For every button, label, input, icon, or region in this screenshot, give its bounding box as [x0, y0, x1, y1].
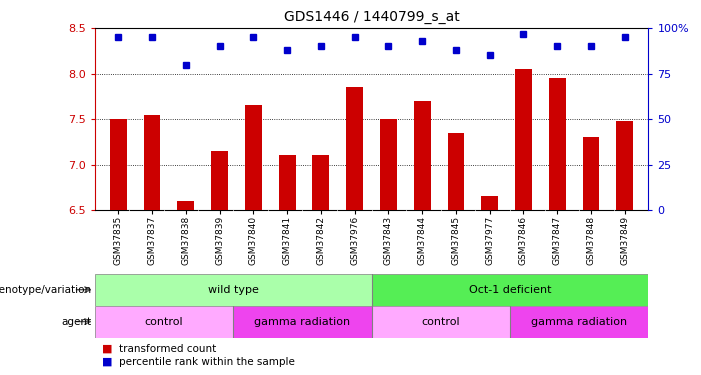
Bar — [95, 274, 372, 306]
Text: wild type: wild type — [207, 285, 259, 295]
Bar — [233, 306, 372, 338]
Text: transformed count: transformed count — [119, 344, 217, 354]
Bar — [616, 121, 633, 210]
Text: ■: ■ — [102, 344, 112, 354]
Text: Oct-1 deficient: Oct-1 deficient — [469, 285, 551, 295]
Bar — [95, 306, 233, 338]
Text: control: control — [421, 316, 460, 327]
Bar — [177, 201, 194, 210]
Text: control: control — [144, 316, 183, 327]
Bar — [510, 306, 648, 338]
Text: percentile rank within the sample: percentile rank within the sample — [119, 357, 295, 367]
Bar — [279, 156, 296, 210]
Bar — [313, 156, 329, 210]
Bar — [211, 151, 228, 210]
Text: gamma radiation: gamma radiation — [254, 316, 350, 327]
Title: GDS1446 / 1440799_s_at: GDS1446 / 1440799_s_at — [284, 10, 459, 24]
Bar — [482, 196, 498, 210]
Bar — [549, 78, 566, 210]
Bar — [583, 137, 599, 210]
Text: agent: agent — [61, 316, 91, 327]
Bar — [515, 69, 532, 210]
Text: genotype/variation: genotype/variation — [0, 285, 91, 295]
Bar — [346, 87, 363, 210]
Bar — [372, 274, 648, 306]
Bar — [380, 119, 397, 210]
Text: gamma radiation: gamma radiation — [531, 316, 627, 327]
Bar — [447, 133, 464, 210]
Bar — [245, 105, 261, 210]
Bar — [144, 114, 161, 210]
Bar — [110, 119, 127, 210]
Bar — [414, 101, 430, 210]
Text: ■: ■ — [102, 357, 112, 367]
Bar — [372, 306, 510, 338]
